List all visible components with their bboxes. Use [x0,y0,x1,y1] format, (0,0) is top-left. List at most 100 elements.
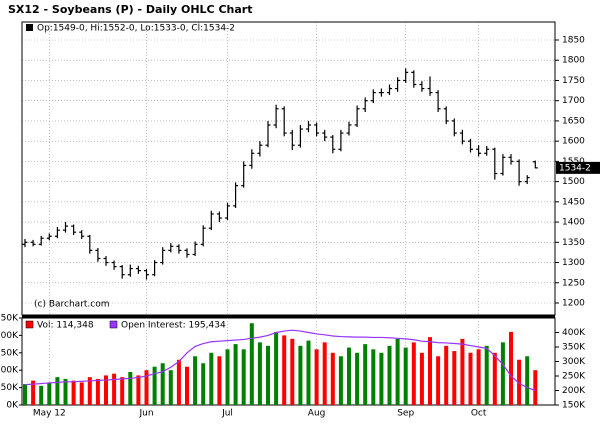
volume-bar [509,331,513,405]
volume-bar [201,363,206,405]
volume-bar [87,377,92,405]
oi-legend-swatch [109,320,118,329]
x-tick-label: May 12 [33,409,66,419]
volume-tick-label: 50K [1,383,19,393]
x-tick-label: Jun [138,409,153,419]
volume-bar [379,352,384,405]
volume-bar [136,375,141,405]
volume-bar [460,338,465,405]
volume-bar [257,342,262,405]
volume-bar [31,380,36,405]
volume-bar [330,352,335,405]
volume-bar [193,356,198,405]
volume-bar [71,380,76,405]
volume-bar [241,349,246,405]
volume-bar [371,349,376,405]
volume-bar [436,356,441,405]
x-tick-label: Sep [397,409,414,419]
volume-bar [403,347,408,405]
volume-bar [338,356,343,405]
volume-bar [322,342,327,405]
volume-bar [444,345,449,405]
oi-legend: Open Interest: 195,434 [121,321,226,331]
volume-bar [120,377,125,405]
volume-legend: Vol: 114,348 [37,321,94,331]
volume-bar [314,349,319,405]
volume-bar [266,345,270,405]
volume-bar [160,363,165,405]
volume-bar [128,371,133,405]
volume-bar [517,359,522,405]
y-tick-label: 1750 [562,76,585,86]
oi-tick-label: 400K [562,328,586,338]
volume-bar [484,345,489,405]
volume-bar [274,331,279,405]
y-tick-label: 1500 [562,177,585,187]
volume-bar [209,352,214,405]
volume-bar [411,342,416,405]
volume-legend-swatch [25,320,34,329]
volume-bar [152,366,157,405]
volume-bar [63,378,68,405]
y-tick-label: 1600 [562,137,585,147]
volume-bar [176,359,181,405]
ohlc-info: Op:1549-0, Hi:1552-0, Lo:1533-0, Cl:1534… [37,24,235,34]
volume-bar [395,338,400,405]
info-swatch [26,24,33,31]
volume-bar [419,352,424,405]
volume-tick-label: 150K [0,348,19,358]
volume-bar [492,352,497,405]
volume-bar [500,342,505,405]
y-tick-label: 1650 [562,116,585,126]
volume-tick-label: 0K [6,401,19,411]
volume-bar [476,349,481,405]
volume-bar [79,382,84,405]
volume-bar [144,370,149,405]
volume-bar [363,344,368,405]
volume-bar [249,323,254,405]
volume-bar [298,345,303,405]
volume-bar [306,340,311,405]
y-tick-label: 1250 [562,278,585,288]
volume-tick-label: 100K [0,366,19,376]
volume-bar [387,345,392,405]
volume-bar [225,349,230,405]
pane-divider [22,315,555,318]
volume-bar [428,337,432,405]
volume-bar [185,366,189,405]
volume-bar [23,384,27,405]
volume-bar [347,347,351,405]
y-tick-label: 1850 [562,36,585,46]
oi-tick-label: 350K [562,343,586,353]
y-tick-label: 1300 [562,258,585,268]
volume-bar [452,351,457,405]
y-tick-label: 1800 [562,56,585,66]
volume-bar [47,382,52,405]
volume-bar [533,370,538,405]
x-tick-label: Oct [471,409,487,419]
volume-bar [217,356,222,405]
last-price-label: 1534-2 [559,163,591,173]
volume-bar [468,352,473,405]
y-tick-label: 1450 [562,197,585,207]
oi-tick-label: 250K [562,372,586,382]
volume-tick-label: 250K [0,314,19,324]
oi-tick-label: 300K [562,357,586,367]
y-tick-label: 1400 [562,218,585,228]
y-tick-label: 1700 [562,96,585,106]
volume-bar [55,377,60,405]
credit: (c) Barchart.com [34,300,110,310]
volume-bar [95,378,100,405]
volume-bar [233,344,238,405]
volume-bar [104,375,108,405]
volume-tick-label: 200K [0,331,19,341]
y-tick-label: 1350 [562,238,585,248]
oi-tick-label: 200K [562,386,586,396]
x-tick-label: Jul [221,409,233,419]
volume-bar [525,356,530,405]
volume-bar [168,370,173,405]
oi-tick-label: 150K [562,401,586,411]
y-tick-label: 1200 [562,299,585,309]
